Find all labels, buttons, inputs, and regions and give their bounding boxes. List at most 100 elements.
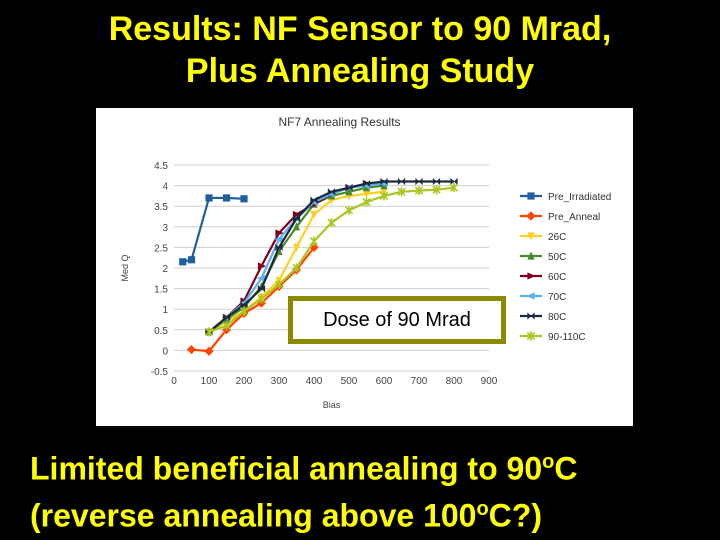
data-point <box>527 192 535 200</box>
legend-item: 60C <box>520 272 566 283</box>
data-point <box>179 258 187 266</box>
data-point <box>239 306 249 316</box>
data-point <box>380 177 388 186</box>
y-tick-label: 2.5 <box>154 243 168 254</box>
data-point <box>204 327 214 337</box>
data-point <box>292 210 302 219</box>
series-90-110c <box>204 183 459 337</box>
legend-label: 70C <box>548 292 566 303</box>
y-tick-label: 3 <box>162 223 168 234</box>
data-point <box>432 177 441 186</box>
x-tick-label: 700 <box>411 376 428 387</box>
data-point <box>274 235 283 243</box>
data-point <box>379 191 389 201</box>
chart-title: NF7 Annealing Results <box>278 115 400 129</box>
y-tick-label: 1 <box>162 305 168 316</box>
data-point <box>327 188 336 196</box>
chart-svg: NF7 Annealing Results-0.500.511.522.533.… <box>120 115 611 410</box>
data-point <box>397 187 406 197</box>
data-point <box>257 262 267 270</box>
data-point <box>415 177 423 186</box>
legend-label: 60C <box>548 272 566 283</box>
x-tick-label: 100 <box>201 376 218 387</box>
legend-item: 26C <box>520 232 566 243</box>
data-point <box>527 312 535 320</box>
y-tick-label: 1.5 <box>154 285 168 296</box>
data-point <box>527 232 535 241</box>
conclusion-line-2-unit: C?) <box>488 497 542 534</box>
data-point <box>275 229 284 237</box>
data-point <box>327 218 336 228</box>
series-line <box>182 196 245 263</box>
legend-label: Pre_Irradiated <box>548 192 611 203</box>
legend-label: 26C <box>548 232 566 243</box>
legend-item: Pre_Anneal <box>520 211 600 223</box>
legend-item: 90-110C <box>520 331 586 343</box>
x-axis-label: Bias <box>323 400 341 410</box>
data-point <box>526 211 536 221</box>
slide-title: Results: NF Sensor to 90 Mrad, Plus Anne… <box>0 8 720 92</box>
y-tick-label: -0.5 <box>151 367 169 378</box>
x-tick-label: 200 <box>236 376 253 387</box>
y-axis-label: Med Q <box>120 254 130 281</box>
legend-label: Pre_Anneal <box>548 212 600 223</box>
legend-label: 50C <box>548 252 566 263</box>
x-tick-label: 300 <box>271 376 288 387</box>
y-tick-label: 2 <box>162 264 168 275</box>
legend-item: Pre_Irradiated <box>520 192 611 203</box>
y-tick-label: 4 <box>162 182 168 193</box>
data-point <box>292 243 301 252</box>
data-point <box>449 183 459 193</box>
data-point <box>292 263 301 273</box>
x-tick-label: 400 <box>306 376 323 387</box>
series-pre-irradiated <box>179 194 248 266</box>
degree-sup-2: o <box>476 497 489 520</box>
x-tick-label: 500 <box>341 376 358 387</box>
legend-item: 50C <box>520 251 566 263</box>
legend-item: 70C <box>520 292 566 303</box>
legend-item: 80C <box>520 312 566 323</box>
data-point <box>222 321 231 331</box>
data-point <box>414 185 424 196</box>
data-point <box>186 344 197 355</box>
y-tick-label: 0.5 <box>154 326 168 337</box>
data-point <box>526 292 535 300</box>
data-point <box>526 331 536 341</box>
conclusion-line-1-main: Limited beneficial annealing to 90 <box>30 450 543 487</box>
data-point <box>310 210 318 220</box>
data-point <box>362 197 371 207</box>
slide-title-line-2: Plus Annealing Study <box>185 52 535 90</box>
data-point <box>344 205 354 215</box>
data-point <box>309 236 319 246</box>
legend-label: 80C <box>548 312 566 323</box>
data-point <box>256 274 266 282</box>
data-point <box>345 187 353 196</box>
data-point <box>204 346 214 356</box>
x-tick-label: 0 <box>171 376 177 387</box>
degree-sup-1: o <box>542 451 555 473</box>
data-point <box>432 185 441 195</box>
data-point <box>527 272 536 280</box>
x-tick-label: 800 <box>446 376 463 387</box>
y-tick-label: 4.5 <box>154 161 168 172</box>
y-tick-label: 0 <box>162 346 168 357</box>
data-point <box>527 251 535 260</box>
data-point <box>397 177 406 186</box>
data-point <box>205 194 213 202</box>
data-point <box>187 256 196 264</box>
data-point <box>222 194 231 202</box>
conclusion-line-2: (reverse annealing above 100oC?) <box>30 489 710 536</box>
data-point <box>292 222 301 231</box>
conclusion-line-1-unit: C <box>554 450 578 487</box>
data-point <box>240 195 248 203</box>
chart-panel: NF7 Annealing Results -0.5 0 0.5 1 1.5 2 2.5 3 3.… <box>96 108 633 426</box>
conclusion-line-2-main: (reverse annealing above 100 <box>30 497 477 534</box>
data-point <box>362 190 371 199</box>
series-line <box>191 246 315 353</box>
legend-label: 90-110C <box>548 332 586 343</box>
slide-title-line-1: Results: NF Sensor to 90 Mrad, <box>108 10 612 48</box>
data-point <box>222 313 231 322</box>
data-point <box>257 294 266 304</box>
dose-label-box: Dose of 90 Mrad <box>288 296 506 344</box>
y-tick-label: 3.5 <box>154 202 168 213</box>
